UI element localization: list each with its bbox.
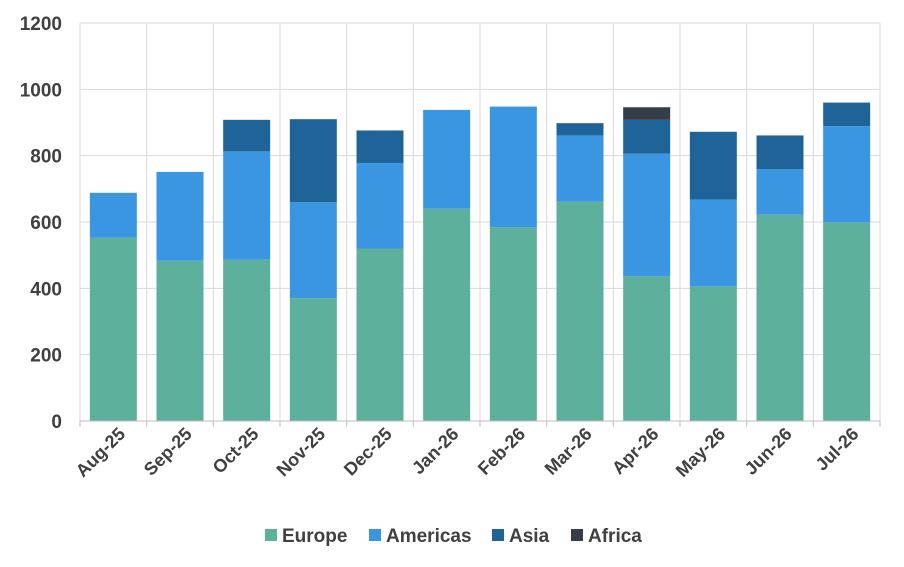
- x-tick-label: Aug-25: [72, 424, 129, 481]
- bar-americas-dec-25: [356, 162, 404, 249]
- bar-africa-apr-26: [623, 107, 671, 120]
- legend-swatch: [265, 529, 277, 541]
- bar-asia-mar-26: [556, 123, 604, 136]
- bar-asia-nov-25: [289, 119, 337, 203]
- y-tick-label: 1000: [20, 80, 62, 101]
- x-tick-label: Feb-26: [474, 424, 529, 479]
- bar-europe-jul-26: [823, 222, 871, 421]
- legend-label: Africa: [588, 526, 642, 547]
- legend-label: Americas: [386, 526, 472, 547]
- y-tick-label: 0: [51, 412, 62, 433]
- legend-swatch: [369, 529, 381, 541]
- bar-europe-may-26: [689, 286, 737, 421]
- bar-asia-dec-25: [356, 130, 404, 163]
- legend-item-asia: Asia: [492, 526, 550, 547]
- bar-europe-feb-26: [489, 227, 537, 421]
- y-tick-label: 600: [30, 213, 62, 234]
- bar-europe-apr-26: [623, 276, 671, 421]
- legend-label: Asia: [509, 526, 550, 547]
- bar-europe-mar-26: [556, 201, 604, 421]
- axes: [79, 420, 881, 427]
- legend-swatch: [492, 529, 504, 541]
- bar-europe-jun-26: [756, 214, 804, 421]
- bar-americas-aug-25: [89, 192, 137, 238]
- x-tick-label: Apr-26: [608, 424, 662, 478]
- x-axis-ticks: Aug-25 Sep-25 Oct-25 Nov-25 Dec-25 Jan-26 Feb-…: [72, 424, 863, 481]
- bar-americas-oct-25: [223, 151, 271, 260]
- y-tick-label: 1200: [20, 14, 62, 35]
- bar-europe-dec-25: [356, 248, 404, 421]
- bar-americas-feb-26: [489, 106, 537, 228]
- legend-label: Europe: [282, 526, 347, 547]
- y-tick-label: 200: [30, 346, 62, 367]
- x-tick-label: May-26: [672, 424, 729, 481]
- y-tick-label: 400: [30, 279, 62, 300]
- bar-americas-nov-25: [289, 202, 337, 299]
- legend-item-africa: Africa: [571, 526, 642, 547]
- legend-item-americas: Americas: [369, 526, 472, 547]
- x-tick-label: Oct-25: [209, 424, 263, 478]
- y-tick-label: 800: [30, 147, 62, 168]
- bars: [89, 102, 871, 421]
- x-tick-label: Jan-26: [408, 424, 462, 478]
- x-tick-label: Dec-25: [340, 424, 396, 480]
- x-tick-label: Sep-25: [140, 424, 196, 480]
- bar-asia-jun-26: [756, 135, 804, 170]
- bar-europe-jan-26: [423, 208, 471, 421]
- bar-americas-jan-26: [423, 109, 471, 209]
- bar-europe-aug-25: [89, 237, 137, 421]
- bar-americas-may-26: [689, 199, 737, 287]
- x-tick-label: Nov-25: [273, 424, 330, 481]
- bar-americas-jun-26: [756, 169, 804, 215]
- gridlines: [79, 22, 881, 421]
- bar-asia-may-26: [689, 131, 737, 200]
- bar-americas-apr-26: [623, 153, 671, 277]
- bar-americas-sep-25: [156, 171, 204, 261]
- bar-americas-jul-26: [823, 126, 871, 223]
- y-axis-ticks: 0 200 400 600 800 1000 1200: [20, 14, 62, 433]
- legend: Europe Americas Asia Africa: [265, 526, 642, 547]
- bar-europe-sep-25: [156, 260, 204, 421]
- x-tick-label: Jun-26: [741, 424, 796, 479]
- bar-asia-jul-26: [823, 102, 871, 127]
- bar-europe-oct-25: [223, 259, 271, 421]
- x-tick-label: Mar-26: [541, 424, 596, 479]
- legend-swatch: [571, 529, 583, 541]
- bar-europe-nov-25: [289, 298, 337, 421]
- x-tick-label: Jul-26: [812, 424, 863, 475]
- bar-americas-mar-26: [556, 135, 604, 202]
- bar-asia-apr-26: [623, 119, 671, 154]
- bar-asia-oct-25: [223, 119, 271, 152]
- legend-item-europe: Europe: [265, 526, 347, 547]
